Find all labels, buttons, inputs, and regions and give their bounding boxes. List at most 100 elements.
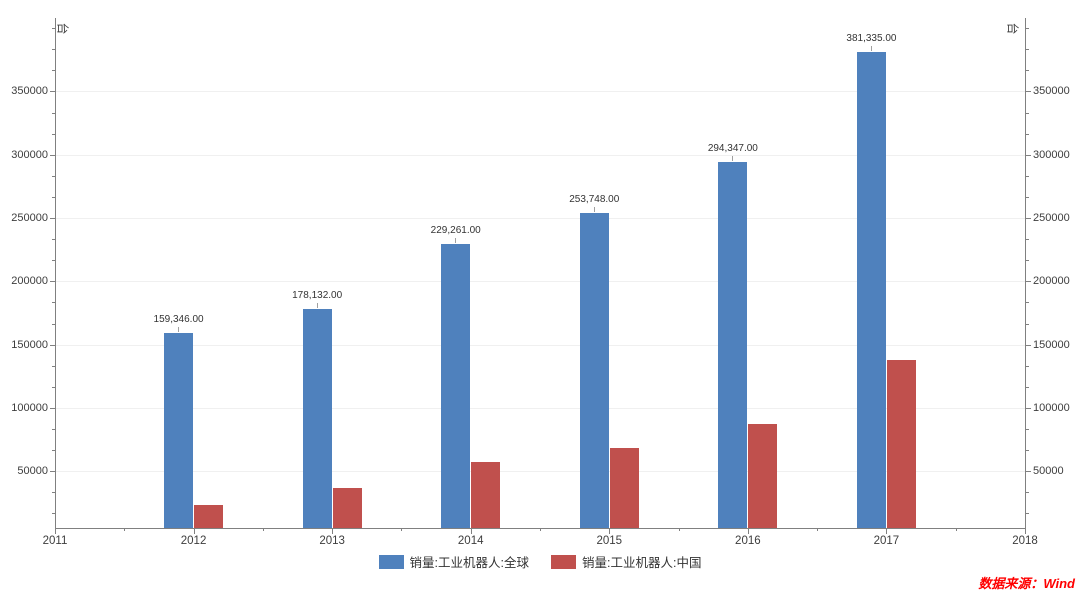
bar-global-2012 xyxy=(164,332,194,528)
y-axis-tick-left xyxy=(50,154,55,156)
y-axis-label-left: 200000 xyxy=(11,275,48,288)
bar-china-2012 xyxy=(194,505,224,528)
y-axis-tick-right xyxy=(1026,429,1029,431)
bar-label-leader xyxy=(870,45,872,51)
bar-label-leader xyxy=(316,303,318,309)
gridline xyxy=(55,344,1025,346)
gridline xyxy=(55,218,1025,220)
gridline xyxy=(55,91,1025,93)
y-axis-tick-left xyxy=(52,133,55,135)
legend-item-china: 销量:工业机器人:中国 xyxy=(551,552,701,571)
y-axis-tick-right xyxy=(1026,386,1029,388)
bar-global-2013 xyxy=(302,309,332,528)
y-axis-tick-right xyxy=(1026,49,1029,51)
x-axis-label: 2017 xyxy=(873,535,900,547)
bar-label-leader xyxy=(178,326,180,332)
y-axis-tick-left xyxy=(52,323,55,325)
y-axis-label-left: 250000 xyxy=(11,212,48,225)
bar-value-label: 381,335.00 xyxy=(846,32,897,44)
x-axis-tick xyxy=(332,528,334,534)
y-axis-tick-right xyxy=(1026,302,1029,304)
y-axis-tick-right xyxy=(1026,133,1029,135)
y-axis-tick-right xyxy=(1026,344,1031,346)
x-axis-minor-tick xyxy=(124,528,126,531)
x-axis-tick xyxy=(886,528,888,534)
x-axis-minor-tick xyxy=(262,528,264,531)
y-axis-label-left: 300000 xyxy=(11,148,48,161)
y-axis-tick-right xyxy=(1026,492,1029,494)
x-axis-label: 2018 xyxy=(1012,535,1038,547)
y-axis-tick-right xyxy=(1026,70,1029,72)
y-axis-tick-left xyxy=(52,386,55,388)
gridline xyxy=(55,471,1025,473)
y-axis-tick-left xyxy=(52,365,55,367)
x-axis-tick xyxy=(1025,528,1026,534)
y-axis-tick-left xyxy=(52,513,55,515)
bar-china-2014 xyxy=(471,462,501,528)
bar-global-2015 xyxy=(579,213,609,528)
y-axis-tick-right xyxy=(1026,260,1029,262)
y-axis-label-left: 350000 xyxy=(11,85,48,98)
x-axis-minor-tick xyxy=(401,528,403,531)
y-axis-tick-left xyxy=(52,49,55,51)
bar-china-2017 xyxy=(886,359,916,528)
y-axis-unit-label-right: 台 xyxy=(1005,22,1020,35)
legend-swatch xyxy=(551,554,576,569)
bar-china-2016 xyxy=(748,424,778,528)
y-axis-label-right: 250000 xyxy=(1033,212,1070,225)
x-axis-tick xyxy=(609,528,611,534)
x-axis-label: 2011 xyxy=(42,535,68,547)
y-axis-tick-right xyxy=(1026,513,1029,515)
bar-label-leader xyxy=(732,155,734,161)
bar-value-label: 294,347.00 xyxy=(707,142,758,154)
y-axis-tick-right xyxy=(1026,196,1029,198)
y-axis-left xyxy=(55,18,56,528)
x-axis-tick xyxy=(470,528,472,534)
x-axis-tick xyxy=(193,528,195,534)
gridline xyxy=(55,407,1025,409)
gridline xyxy=(55,154,1025,156)
y-axis-label-right: 100000 xyxy=(1033,401,1070,414)
y-axis-tick-right xyxy=(1026,218,1031,220)
y-axis-tick-right xyxy=(1026,407,1031,409)
bar-china-2015 xyxy=(609,447,639,528)
bar-global-2016 xyxy=(718,161,748,528)
y-axis-tick-right xyxy=(1026,471,1031,473)
y-axis-tick-left xyxy=(52,196,55,198)
y-axis-unit-label-left: 台 xyxy=(55,22,70,35)
y-axis-label-right: 50000 xyxy=(1033,465,1064,478)
y-axis-tick-left xyxy=(52,239,55,241)
y-axis-label-right: 300000 xyxy=(1033,148,1070,161)
y-axis-tick-left xyxy=(52,302,55,304)
y-axis-label-left: 150000 xyxy=(11,338,48,351)
bar-value-label: 253,748.00 xyxy=(569,194,620,206)
y-axis-tick-right xyxy=(1026,323,1029,325)
legend-swatch xyxy=(378,554,404,569)
y-axis-tick-left xyxy=(52,450,55,452)
bar-label-leader xyxy=(455,238,457,244)
y-axis-tick-left xyxy=(52,492,55,494)
bar-value-label: 159,346.00 xyxy=(153,313,204,325)
x-axis-label: 2015 xyxy=(596,535,623,547)
y-axis-tick-right xyxy=(1026,175,1029,177)
y-axis-tick-left xyxy=(52,260,55,262)
y-axis-tick-right xyxy=(1026,450,1029,452)
y-axis-label-left: 100000 xyxy=(11,401,48,414)
y-axis-tick-left xyxy=(52,70,55,72)
x-axis-label: 2012 xyxy=(180,535,207,547)
legend-label: 销量:工业机器人:全球 xyxy=(409,556,529,570)
y-axis-label-right: 350000 xyxy=(1033,85,1070,98)
y-axis-tick-left xyxy=(50,407,55,409)
bar-global-2017 xyxy=(856,51,886,528)
y-axis-label-right: 200000 xyxy=(1033,275,1070,288)
y-axis-tick-right xyxy=(1026,28,1029,30)
bar-china-2013 xyxy=(332,488,362,528)
y-axis-label-right: 150000 xyxy=(1033,338,1070,351)
x-axis-minor-tick xyxy=(678,528,680,531)
y-axis-label-left: 50000 xyxy=(17,465,48,478)
x-axis-label: 2014 xyxy=(457,535,484,547)
x-axis-minor-tick xyxy=(955,528,957,531)
y-axis-tick-right xyxy=(1026,365,1029,367)
y-axis-tick-left xyxy=(50,471,55,473)
